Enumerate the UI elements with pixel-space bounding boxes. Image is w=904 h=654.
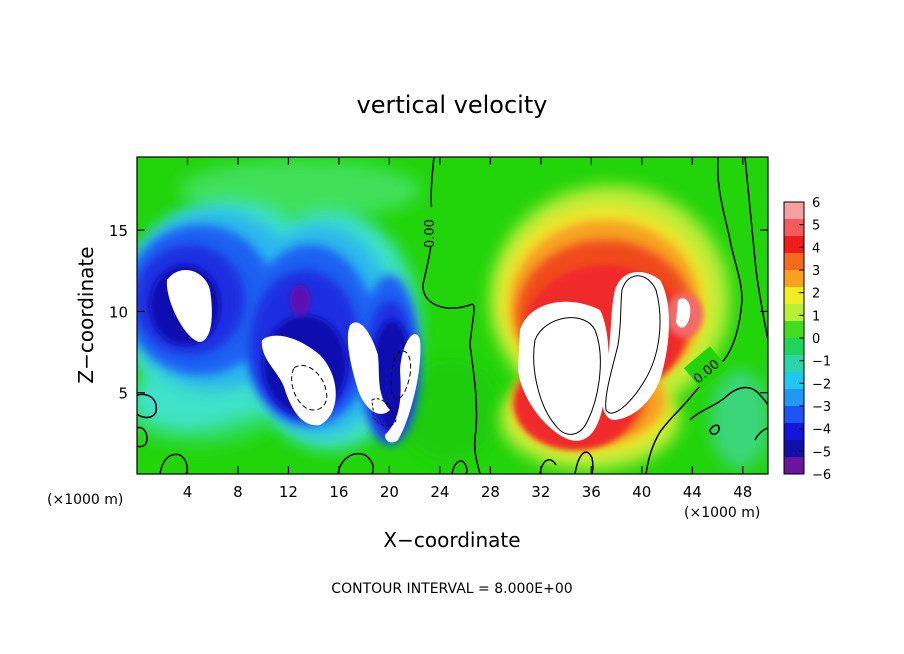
colorbar-label: −6 [812,468,831,483]
colorbar-swatch [784,270,804,288]
colorbar-swatch [784,457,804,475]
y-tick-label: 15 [109,222,128,240]
downdraft-core-1 [166,269,212,342]
y-axis: 5 10 15 [109,222,768,403]
x-tick-label: 20 [380,483,399,501]
chart-title: vertical velocity [357,91,548,119]
y-axis-label: Z−coordinate [74,246,98,383]
x-tick-label: 40 [632,483,651,501]
zero-contours [137,157,768,474]
updraft-region [490,185,730,470]
x-axis: 4 8 12 16 20 24 28 32 36 40 44 48 [183,157,752,501]
x-tick-label: 12 [279,483,298,501]
colorbar-swatch [784,372,804,390]
x-tick-label: 36 [582,483,601,501]
x-unit-right: (×1000 m) [684,505,760,521]
colorbar-swatch [784,287,804,305]
colorbar-label: 2 [812,287,820,302]
colorbar-swatch [784,202,804,220]
x-tick-label: 44 [683,483,702,501]
x-tick-label: 32 [531,483,550,501]
colorbar-label: −5 [812,445,831,460]
colorbar-swatch [784,338,804,356]
colorbar-swatch [784,406,804,424]
updraft-core-3 [676,298,691,328]
contour-interval-footer: CONTOUR INTERVAL = 8.000E+00 [331,581,572,597]
colorbar-swatch [784,219,804,237]
x-tick-label: 24 [430,483,449,501]
colorbar-swatch [784,440,804,458]
downdraft-region [137,200,421,450]
x-tick-label: 4 [183,483,193,501]
colorbar-label: −3 [812,400,831,415]
plot-frame [136,156,769,475]
colorbar-swatch [784,236,804,254]
colorbar: 6 5 4 3 2 1 0 −1 −2 −3 −4 −5 −6 [783,196,831,483]
colorbar-label: −4 [812,423,831,438]
colorbar-swatch [784,253,804,271]
colorbar-swatch [784,355,804,373]
updraft-core-1 [518,301,609,441]
plot-area: 0.00 0.00 [137,157,768,474]
x-unit-left: (×1000 m) [47,492,123,508]
x-axis-label: X−coordinate [383,528,520,552]
colorbar-label: 5 [812,219,820,234]
colorbar-label: 0 [812,332,820,347]
colorbar-label: 1 [812,309,820,324]
updraft-core-2 [602,271,669,420]
colorbar-label: −2 [812,377,831,392]
y-tick-label: 5 [118,385,128,403]
downdraft-core-3 [347,322,390,414]
colorbar-label: 3 [812,264,820,279]
x-tick-label: 48 [733,483,752,501]
x-tick-label: 16 [329,483,348,501]
y-tick-label: 10 [109,303,128,321]
colorbar-swatch [784,423,804,441]
downdraft-core-4 [385,334,421,443]
contour-label-upper: 0.00 [423,219,438,248]
colorbar-label: −1 [812,355,831,370]
contour-label-group: 0.00 0.00 [423,207,728,390]
colorbar-label: 6 [812,196,820,211]
downdraft-core-2 [261,335,336,426]
x-tick-label: 8 [233,483,243,501]
x-tick-label: 28 [481,483,500,501]
colorbar-label: 4 [812,241,820,256]
colorbar-swatch [784,389,804,407]
colorbar-swatch [784,321,804,339]
colorbar-swatch [784,304,804,322]
